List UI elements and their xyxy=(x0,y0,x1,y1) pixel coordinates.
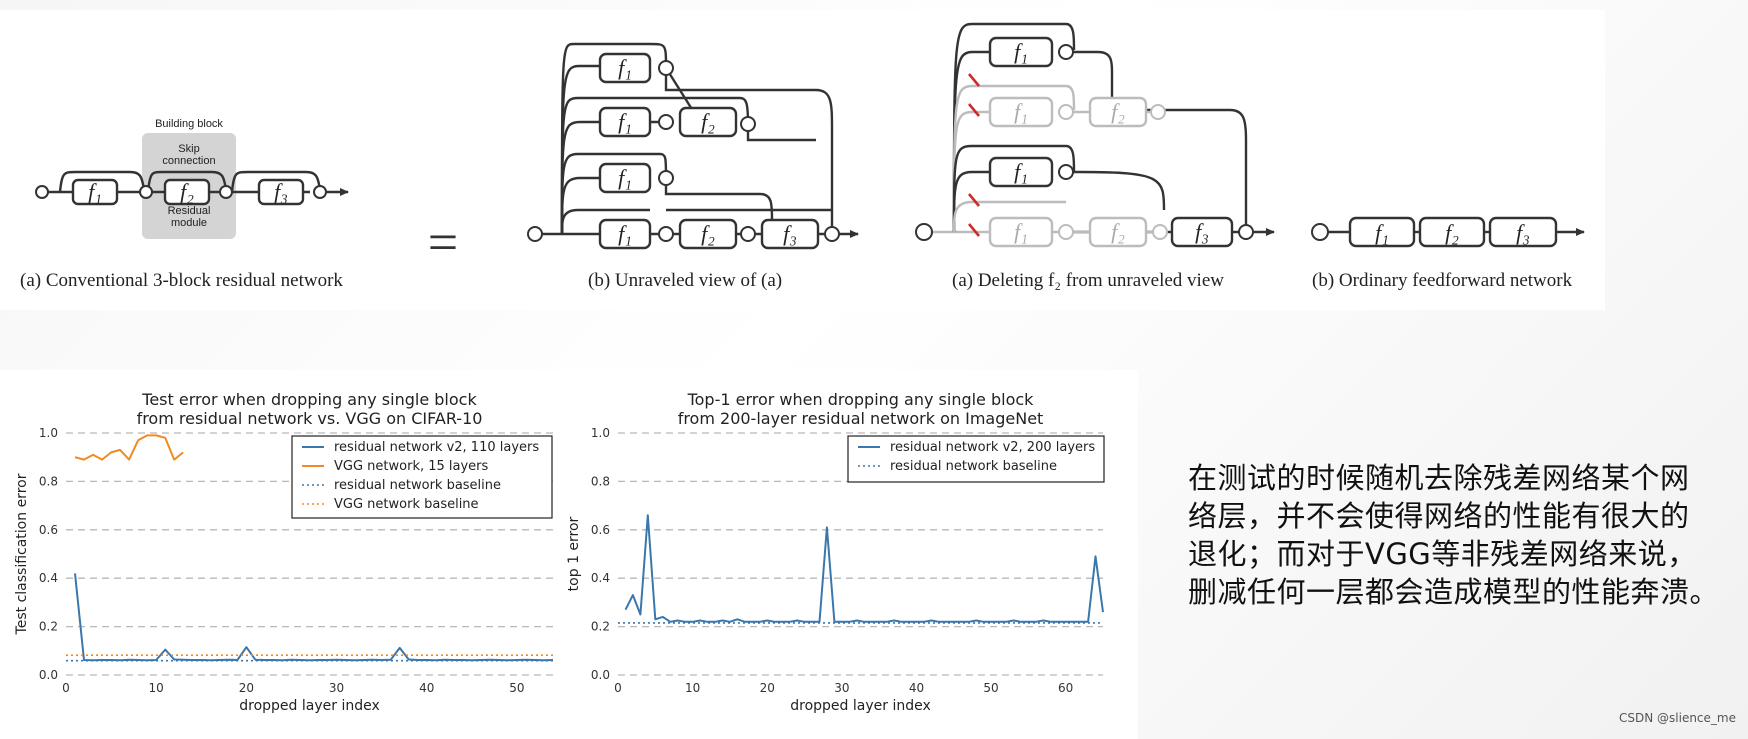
side-text: 在测试的时候随机去除残差网络某个网 络层，并不会使得网络的性能有很大的 退化；而… xyxy=(1188,459,1736,611)
y-axis-label: top 1 error xyxy=(566,516,582,591)
diagram-conventional-resnet: Building block Skip connection Residual … xyxy=(35,118,349,239)
watermark: CSDN @slience_me xyxy=(1619,711,1736,725)
chart-title: Top-1 error when dropping any single blo… xyxy=(687,390,1035,409)
f2-label: f₂ xyxy=(701,221,715,246)
diagram-feedforward: f₁ f₂ f₃ xyxy=(1311,216,1585,248)
x-tick-label: 40 xyxy=(909,681,924,695)
x-tick-label: 10 xyxy=(149,681,164,695)
legend-label: VGG network baseline xyxy=(334,497,479,512)
diagram-unraveled-view: f₁ f₁ f₂ f₁ f₁ f₂ f₃ xyxy=(527,42,859,250)
chart-imagenet: Top-1 error when dropping any single blo… xyxy=(566,390,1105,714)
x-tick-label: 10 xyxy=(685,681,700,695)
f1-label: f₁ xyxy=(618,165,632,190)
y-tick-label: 0.6 xyxy=(39,523,58,537)
y-axis-label: Test classification error xyxy=(14,473,30,635)
caption-d: (b) Ordinary feedforward network xyxy=(1312,270,1573,291)
f2-label: f₂ xyxy=(1445,220,1459,245)
legend-label: residual network v2, 200 layers xyxy=(890,440,1095,455)
y-tick-label: 0.2 xyxy=(39,620,58,634)
f3-label: f₃ xyxy=(783,221,797,246)
residual-module-label-1: Residual xyxy=(168,205,211,217)
x-tick-label: 20 xyxy=(760,681,775,695)
y-tick-label: 0.4 xyxy=(591,571,610,585)
legend-box xyxy=(291,435,553,519)
y-tick-label: 0.6 xyxy=(591,523,610,537)
y-tick-label: 1.0 xyxy=(591,426,610,440)
f2-label: f₂ xyxy=(1111,99,1125,124)
y-tick-label: 0.8 xyxy=(591,474,610,488)
f3-label: f₃ xyxy=(1195,219,1209,244)
side-text-line-4: 删减任何一层都会造成模型的性能奔溃。 xyxy=(1188,575,1720,609)
chart-subtitle: from residual network vs. VGG on CIFAR-1… xyxy=(137,409,483,428)
x-tick-label: 30 xyxy=(834,681,849,695)
residual-module-label-2: module xyxy=(171,217,207,229)
caption-a: (a) Conventional 3-block residual networ… xyxy=(20,270,343,291)
legend-label: residual network baseline xyxy=(334,478,501,493)
figure-panel xyxy=(0,10,1605,310)
y-tick-label: 0.8 xyxy=(39,474,58,488)
series-line xyxy=(74,434,184,461)
y-tick-label: 0.4 xyxy=(39,571,58,585)
skip-connection-label-2: connection xyxy=(162,155,215,167)
f1-label: f₁ xyxy=(618,55,632,80)
side-text-line-1: 在测试的时候随机去除残差网络某个网 xyxy=(1188,461,1690,495)
skip-connection-label-1: Skip xyxy=(178,143,199,155)
x-tick-label: 50 xyxy=(983,681,998,695)
building-block-label: Building block xyxy=(155,118,223,130)
chart-title: Test error when dropping any single bloc… xyxy=(141,390,477,409)
x-tick-label: 50 xyxy=(509,681,524,695)
f1-label: f₁ xyxy=(618,221,632,246)
f1-label: f₁ xyxy=(1014,99,1028,124)
x-tick-label: 20 xyxy=(239,681,254,695)
legend-label: residual network baseline xyxy=(890,459,1057,474)
y-tick-label: 0.0 xyxy=(591,668,610,682)
y-tick-label: 1.0 xyxy=(39,426,58,440)
x-tick-label: 60 xyxy=(1058,681,1073,695)
f1-label: f₁ xyxy=(618,109,632,134)
x-tick-label: 30 xyxy=(329,681,344,695)
chart-cifar10: Test error when dropping any single bloc… xyxy=(14,390,554,714)
f1-label: f₁ xyxy=(1014,219,1028,244)
x-tick-label: 0 xyxy=(614,681,622,695)
x-axis-label: dropped layer index xyxy=(239,698,380,714)
side-text-line-3: 退化；而对于VGG等非残差网络来说， xyxy=(1188,537,1697,571)
side-text-line-2: 络层，并不会使得网络的性能有很大的 xyxy=(1188,499,1690,533)
equals-sign: = xyxy=(428,212,458,272)
chart-panel xyxy=(0,370,1138,739)
series-line xyxy=(74,573,554,662)
f3-label: f₃ xyxy=(1516,220,1530,245)
x-axis-label: dropped layer index xyxy=(790,698,931,714)
f1-label: f₁ xyxy=(88,179,102,204)
y-tick-label: 0.2 xyxy=(591,620,610,634)
series-line xyxy=(624,514,1104,623)
y-tick-label: 0.0 xyxy=(39,668,58,682)
legend-label: VGG network, 15 layers xyxy=(334,459,489,474)
diagram-deleting-f2: f₁ f₁ f₂ f₁ f₁ f₂ f₃ xyxy=(915,22,1275,248)
deleted-path-mark xyxy=(968,73,980,87)
f2-label: f₂ xyxy=(180,179,194,204)
deleted-path-mark xyxy=(968,193,980,207)
f2-label: f₂ xyxy=(1111,219,1125,244)
deleted-path-mark xyxy=(968,103,980,117)
caption-c: (a) Deleting f₂ from unraveled view xyxy=(952,270,1224,291)
f2-label: f₂ xyxy=(701,109,715,134)
legend-label: residual network v2, 110 layers xyxy=(334,440,539,455)
chart-subtitle: from 200-layer residual network on Image… xyxy=(678,409,1044,428)
x-tick-label: 0 xyxy=(62,681,70,695)
f1-label: f₁ xyxy=(1375,220,1389,245)
legend-box xyxy=(847,435,1105,483)
deleted-path-mark xyxy=(968,223,980,237)
f3-label: f₃ xyxy=(274,179,288,204)
x-tick-label: 40 xyxy=(419,681,434,695)
f1-label: f₁ xyxy=(1014,39,1028,64)
f1-label: f₁ xyxy=(1014,159,1028,184)
caption-b: (b) Unraveled view of (a) xyxy=(588,270,782,291)
